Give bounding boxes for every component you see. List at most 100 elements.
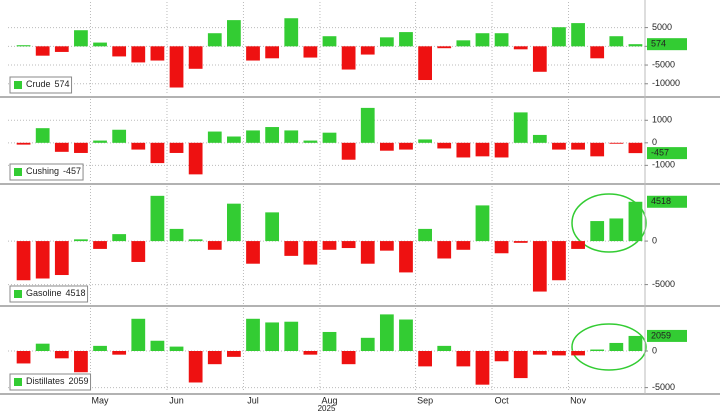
y-tick-label: 0 (652, 137, 657, 147)
bar (379, 241, 394, 251)
bar (399, 241, 413, 273)
bar (150, 142, 165, 164)
bar (207, 33, 222, 47)
bar (169, 346, 184, 351)
bar (322, 132, 337, 143)
bar (35, 46, 50, 56)
bar (360, 241, 375, 264)
bar (112, 234, 127, 242)
bar (360, 46, 375, 55)
y-tick-label: -5000 (652, 59, 675, 69)
legend: Distillates 2059 (9, 373, 92, 391)
bar (169, 142, 184, 153)
x-tick-label: Jun (169, 395, 184, 405)
bar (571, 23, 585, 47)
last-value-label: 574 (651, 39, 666, 49)
bar (360, 107, 375, 143)
bar (341, 241, 356, 249)
bar (437, 345, 452, 351)
x-axis-label: 2025 (318, 404, 336, 412)
bar (456, 241, 471, 250)
bar (246, 46, 260, 61)
bar (494, 351, 509, 362)
bar (284, 241, 299, 256)
bar (93, 42, 107, 47)
x-tick-label: Sep (417, 395, 433, 405)
y-tick-label: -5000 (652, 382, 675, 392)
bar (399, 32, 413, 47)
bar (169, 228, 184, 242)
bar (379, 314, 394, 351)
bar (494, 33, 509, 47)
last-value-label: -457 (651, 147, 669, 157)
last-value-tag (647, 329, 687, 342)
bar (609, 36, 624, 47)
legend-value: 2059 (69, 376, 89, 386)
bar (513, 241, 528, 243)
bar (131, 142, 146, 150)
bar (475, 142, 490, 157)
bar (35, 128, 50, 143)
last-value-label: 2059 (651, 330, 671, 340)
bar (571, 142, 585, 150)
legend-swatch (14, 81, 22, 89)
bar (246, 318, 260, 351)
bar (552, 241, 566, 281)
legend-swatch (14, 290, 22, 298)
last-value-tag (647, 195, 687, 208)
bar (265, 46, 280, 59)
legend-label: Gasoline 4518 (26, 288, 86, 298)
bar (169, 46, 184, 88)
bar (246, 130, 260, 143)
bar (456, 40, 471, 47)
bar (379, 37, 394, 47)
bar (131, 318, 146, 351)
bar (513, 46, 528, 50)
highlight-ellipse (571, 193, 647, 253)
bar (112, 129, 127, 143)
bar (322, 331, 337, 351)
bar (54, 46, 69, 52)
bar (74, 142, 88, 153)
bar (341, 351, 356, 365)
bar (552, 27, 566, 47)
bar (150, 340, 165, 351)
bar (131, 241, 146, 262)
bar (571, 351, 585, 356)
bar (112, 46, 127, 57)
legend-name: Crude (26, 79, 51, 89)
bar (437, 241, 452, 259)
bar (322, 241, 337, 250)
legend-box (9, 285, 89, 303)
bar (227, 136, 241, 143)
legend-label: Crude 574 (26, 79, 70, 89)
y-tick-label: -10000 (652, 78, 680, 88)
highlight-ellipse (571, 323, 647, 371)
x-tick-label: Jul (247, 395, 259, 405)
bar (590, 142, 605, 157)
legend-swatch (14, 168, 22, 176)
bar (93, 241, 107, 249)
bar (284, 18, 299, 47)
bar (303, 351, 318, 355)
bar (303, 140, 318, 143)
bar (437, 46, 452, 49)
bar (437, 142, 452, 149)
y-tick-label: -1000 (652, 160, 675, 170)
bar (207, 351, 222, 365)
x-tick-label: Nov (570, 395, 587, 405)
y-tick-label: 0 (652, 345, 657, 355)
bar (16, 241, 31, 281)
legend-value: -457 (63, 166, 81, 176)
bar (609, 342, 624, 351)
bar (35, 343, 50, 351)
bar (494, 142, 509, 158)
x-tick-label: Oct (495, 395, 510, 405)
bar (399, 142, 413, 150)
bar (532, 241, 547, 292)
last-value-tag (647, 147, 687, 160)
x-tick-label: May (92, 395, 110, 405)
bar (341, 46, 356, 70)
bar (227, 351, 241, 357)
